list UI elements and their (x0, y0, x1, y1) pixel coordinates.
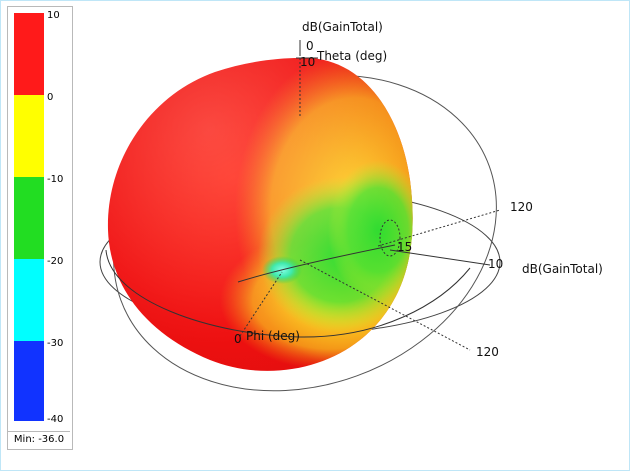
legend-swatch-cyan (14, 259, 44, 341)
legend-tick-10: 10 (47, 10, 60, 21)
phi-zero: 0 (234, 332, 242, 346)
theta-axis-title: dB(GainTotal) (302, 20, 383, 34)
ring-label-lower: 120 (476, 345, 499, 359)
legend-tick-0: 0 (47, 92, 54, 103)
phi-axis-label: Phi (deg) (246, 329, 300, 343)
theta-axis-ten: 10 (300, 55, 315, 69)
gain-axis-title: dB(GainTotal) (522, 262, 603, 276)
legend-tick-minus10: -10 (47, 174, 64, 185)
ring-label-upper: 120 (510, 200, 533, 214)
theta-axis-zero: 0 (306, 39, 314, 53)
ring-label-10: 10 (488, 257, 503, 271)
phi-axis (239, 271, 283, 337)
theta-axis-label: Theta (deg) (316, 49, 387, 63)
legend-min-value: Min: -36.0 (8, 431, 70, 448)
legend-swatch-red (14, 13, 44, 95)
legend-swatch-blue (14, 341, 44, 421)
small-ring (379, 219, 401, 257)
legend-tick-minus30: -30 (47, 338, 64, 349)
legend-tick-minus40: -40 (47, 414, 64, 425)
gain-lobe (107, 57, 413, 371)
legend-tick-minus20: -20 (47, 256, 64, 267)
color-legend: 10 0 -10 -20 -30 -40 Min: -36.0 (7, 6, 73, 450)
ring-label-15: 15 (397, 240, 412, 254)
legend-swatch-green (14, 177, 44, 259)
phi-ring-front (105, 249, 471, 338)
legend-swatch-yellow (14, 95, 44, 177)
lower-radial-axis (299, 259, 471, 351)
gain-axis (389, 249, 491, 266)
upper-radial-axis (377, 209, 501, 247)
